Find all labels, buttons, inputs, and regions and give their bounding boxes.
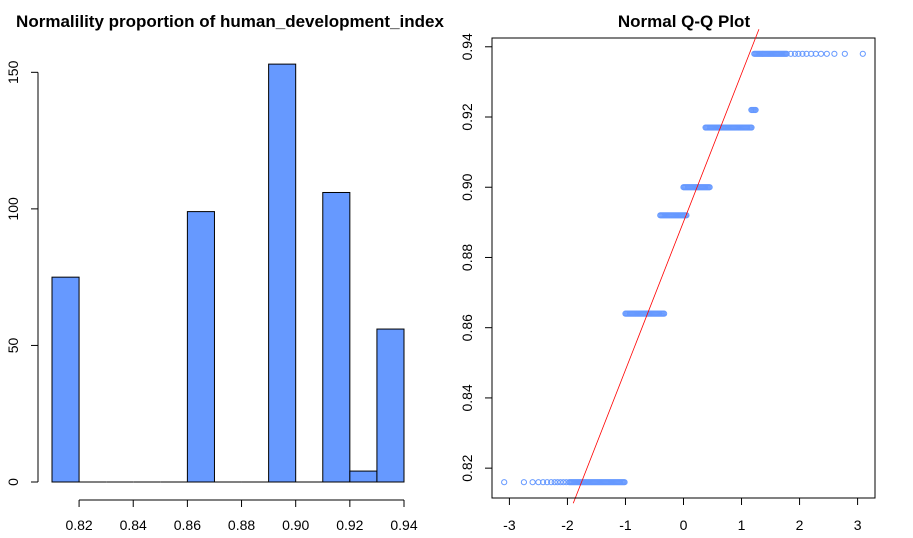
qq-point (823, 50, 830, 57)
y-tick-label: 0.82 (459, 454, 475, 481)
qq-point (795, 50, 802, 57)
histogram-bar (376, 328, 405, 483)
y-tick-label: 150 (5, 60, 21, 84)
qq-point (529, 479, 536, 486)
qq-point (554, 479, 561, 486)
y-tick-label: 100 (5, 197, 21, 221)
qq-point (621, 479, 628, 486)
qq-point (752, 106, 759, 114)
y-tick-label: 0.84 (459, 384, 475, 411)
histogram-bar (268, 63, 297, 483)
qq-plot-frame (491, 37, 876, 499)
histogram-bar (186, 211, 215, 483)
x-tick-label: -2 (561, 517, 574, 533)
qq-point (661, 310, 668, 317)
x-tick-label: 0.86 (174, 517, 201, 533)
qq-plot-points (501, 50, 866, 486)
x-tick-label: 0.94 (390, 517, 417, 533)
qq-point (683, 212, 690, 219)
qq-point (831, 50, 838, 57)
histogram-bars (51, 63, 405, 483)
qq-point (539, 479, 547, 486)
qq-point (841, 50, 848, 57)
qq-point (791, 50, 799, 57)
histogram-title: Normalility proportion of human_developm… (16, 12, 444, 31)
y-tick-label: 0 (5, 478, 21, 486)
histogram-x-axis: 0.82 0.84 0.86 0.88 0.90 0.92 0.94 (65, 499, 418, 533)
x-tick-label: 0.84 (120, 517, 147, 533)
x-tick-label: 0 (680, 517, 688, 533)
histogram-bar (322, 191, 351, 483)
qq-point (783, 50, 790, 57)
x-tick-label: -1 (619, 517, 632, 533)
qq-point (551, 479, 558, 486)
y-tick-label: 0.94 (459, 33, 475, 60)
qq-point (799, 50, 806, 57)
qq-plot-panel: Normal Q-Q Plot -3 -2 -1 0 1 2 3 0.820.840.860… (459, 12, 876, 533)
qq-point (548, 479, 555, 486)
histogram-y-axis: 0 50 100 150 (5, 60, 39, 486)
y-tick-label: 0.88 (459, 244, 475, 271)
qq-point (520, 479, 528, 486)
x-tick-label: 1 (738, 517, 746, 533)
qq-point (557, 479, 564, 486)
qq-point (560, 479, 567, 486)
qq-y-axis: 0.82 0.84 0.86 0.88 0.90 0.92 0.94 (459, 33, 493, 482)
qq-plot-title: Normal Q-Q Plot (618, 12, 751, 31)
x-tick-label: -3 (503, 517, 516, 533)
histogram-panel: Normalility proportion of human_developm… (5, 12, 444, 533)
x-tick-label: 0.90 (282, 517, 309, 533)
y-tick-label: 50 (5, 337, 21, 353)
qq-point (706, 184, 713, 191)
qq-point (748, 124, 755, 131)
qq-point (535, 479, 542, 486)
x-tick-label: 3 (854, 517, 862, 533)
x-tick-label: 2 (796, 517, 804, 533)
qq-x-axis: -3 -2 -1 0 1 2 3 (503, 497, 862, 533)
y-tick-label: 0.92 (459, 103, 475, 130)
qq-reference-line (572, 29, 760, 504)
qq-point (544, 479, 551, 486)
y-tick-label: 0.86 (459, 314, 475, 341)
x-tick-label: 0.88 (228, 517, 255, 533)
histogram-bar (349, 470, 378, 483)
histogram-bar (51, 276, 80, 483)
x-tick-label: 0.92 (336, 517, 363, 533)
qq-point (808, 50, 815, 57)
qq-point (859, 50, 866, 57)
y-tick-label: 0.90 (459, 173, 475, 200)
qq-point (501, 479, 508, 486)
qq-point (803, 50, 810, 57)
x-tick-label: 0.82 (65, 517, 92, 533)
qq-point (817, 50, 825, 57)
